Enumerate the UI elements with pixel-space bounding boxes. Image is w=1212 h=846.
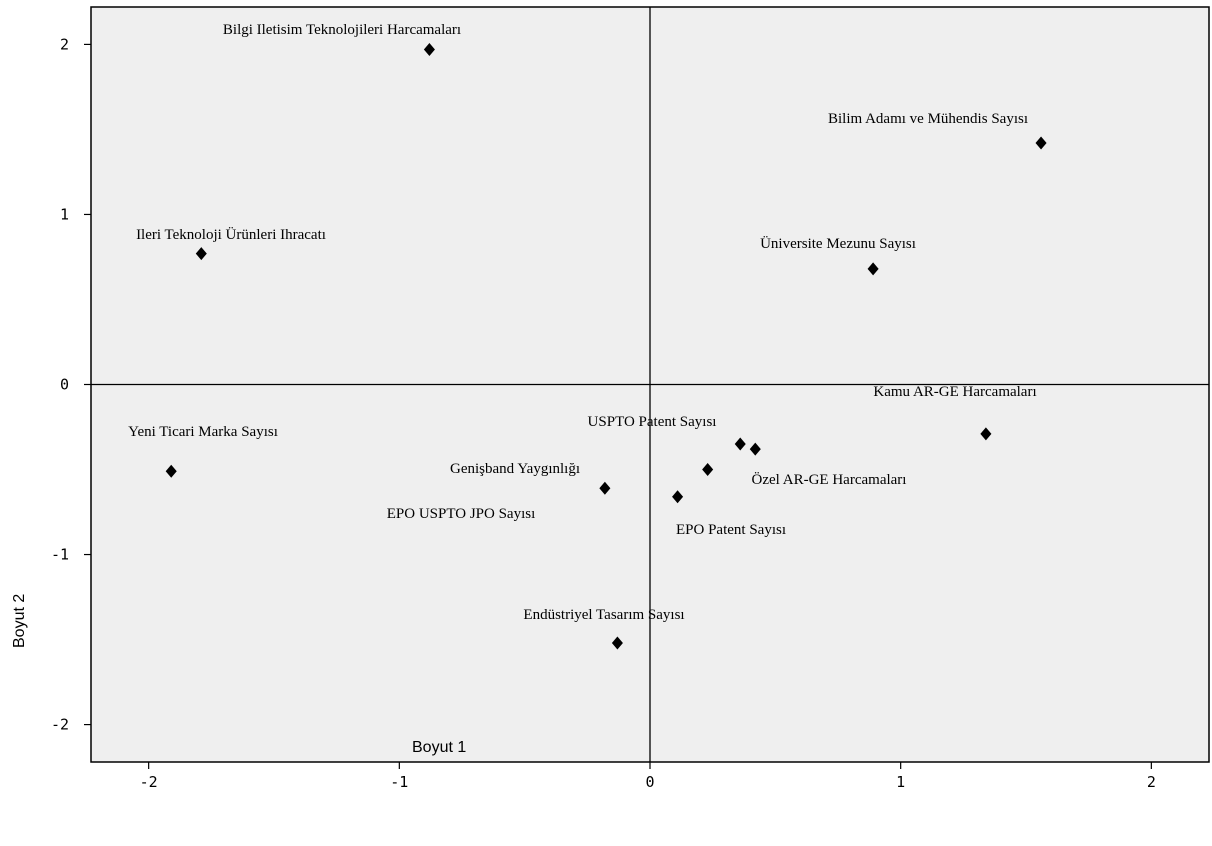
point-label: USPTO Patent Sayısı [588,414,717,430]
x-axis: -2 -1 0 1 2 [140,762,1156,791]
data-point [749,442,761,456]
point-label: EPO USPTO JPO Sayısı [387,506,536,522]
x-axis-title: Boyut 1 [412,739,466,756]
data-point [165,464,177,478]
reference-lines [91,7,1209,762]
point-labels: Bilgi Iletisim Teknolojileri Harcamaları… [128,22,1037,623]
data-point [1035,136,1047,150]
point-label: Genişband Yaygınlığı [450,461,580,477]
y-tick-label: 1 [60,205,69,223]
x-tick-label: -1 [390,773,408,791]
data-point [672,490,684,504]
x-tick-label: 1 [896,773,905,791]
y-tick-label: -1 [51,546,69,564]
point-label: Özel AR-GE Harcamaları [752,471,907,488]
x-tick-label: 0 [645,773,654,791]
point-label: Endüstriyel Tasarım Sayısı [523,607,684,623]
data-point [611,636,623,650]
x-tick-label: -2 [140,773,158,791]
data-point [423,43,435,57]
y-axis-title: Boyut 2 [11,594,28,648]
data-points [165,43,1047,650]
point-label: Bilgi Iletisim Teknolojileri Harcamaları [223,22,461,38]
point-label: Bilim Adamı ve Mühendis Sayısı [828,111,1028,127]
y-tick-label: 2 [60,35,69,53]
data-point [734,437,746,451]
y-axis: -2 -1 0 1 2 [51,35,91,734]
y-tick-label: 0 [60,376,69,394]
data-point [980,427,992,441]
data-point [702,463,714,477]
y-tick-label: -2 [51,716,69,734]
point-label: Ileri Teknoloji Ürünleri Ihracatı [136,226,326,243]
point-label: Üniversite Mezunu Sayısı [760,235,916,252]
data-point [867,262,879,276]
data-point [599,481,611,495]
data-point [195,247,207,261]
x-tick-label: 2 [1147,773,1156,791]
point-label: Kamu AR-GE Harcamaları [873,384,1036,400]
point-label: Yeni Ticari Marka Sayısı [128,424,278,440]
point-label: EPO Patent Sayısı [676,522,786,538]
